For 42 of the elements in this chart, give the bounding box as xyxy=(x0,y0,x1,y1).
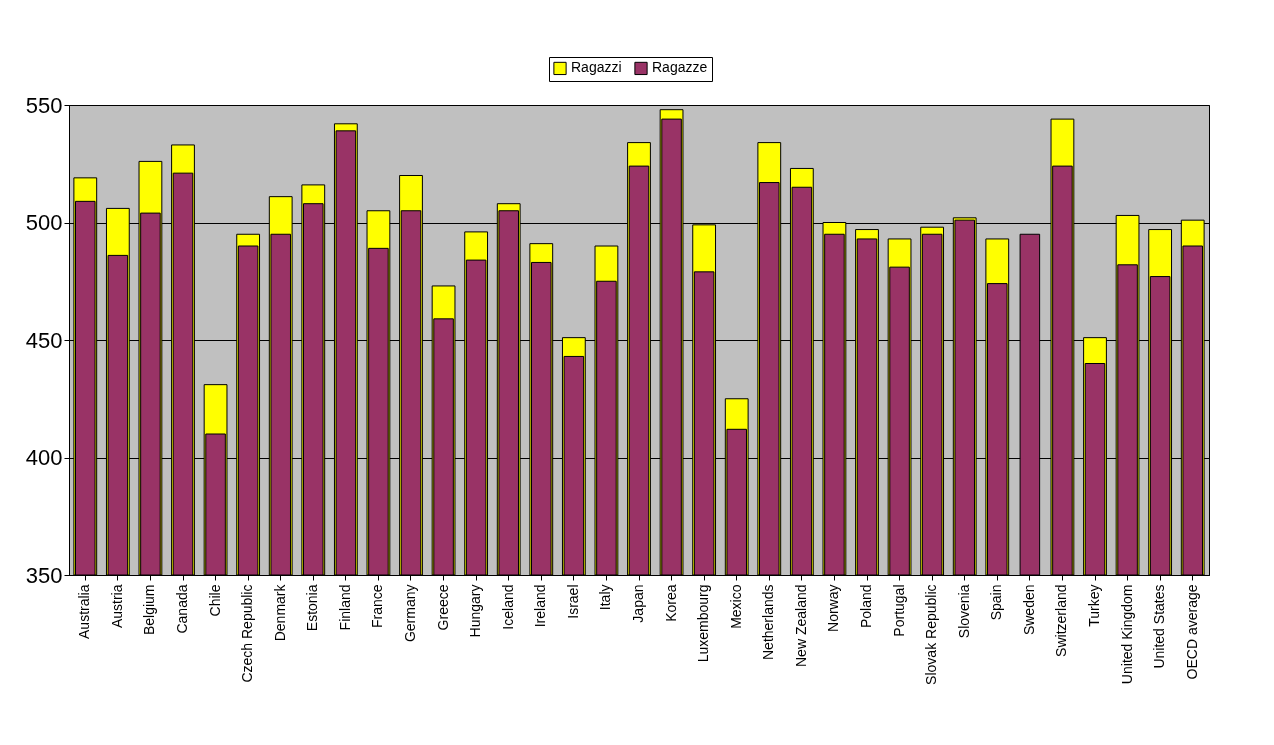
x-tick-label: Sweden xyxy=(1020,584,1037,636)
x-tick-label: Turkey xyxy=(1086,584,1102,627)
y-tick-label: 400 xyxy=(25,445,63,470)
x-tick-label: Netherlands xyxy=(760,584,777,660)
x-tick-label: Finland xyxy=(336,584,353,631)
x-tick-label: OECD average xyxy=(1183,584,1200,680)
x-tick-label: Luxembourg xyxy=(695,584,712,663)
x-tick-label: New Zealand xyxy=(792,584,809,667)
legend-label: Ragazze xyxy=(652,59,708,76)
y-tick-label: 450 xyxy=(25,327,63,353)
x-tick-label: Portugal xyxy=(890,584,907,637)
x-tick-label: Israel xyxy=(564,584,581,619)
x-tick-label: Canada xyxy=(174,584,190,634)
x-tick-label: Poland xyxy=(858,584,874,629)
x-tick-label: United States xyxy=(1151,584,1168,669)
x-tick-label: Slovenia xyxy=(955,584,972,639)
x-tick-label: Denmark xyxy=(271,583,288,642)
x-tick-label: Chile xyxy=(206,584,223,617)
x-tick-label: Iceland xyxy=(499,584,516,630)
x-tick-label: Estonia xyxy=(304,584,321,632)
x-tick-label: Hungary xyxy=(467,584,484,638)
legend-label: Ragazzi xyxy=(571,59,622,76)
x-tick-label: Korea xyxy=(662,584,679,622)
y-tick-label: 550 xyxy=(25,92,63,118)
x-tick-label: Japan xyxy=(630,584,646,623)
x-tick-label: Italy xyxy=(597,584,614,611)
x-tick-label: Switzerland xyxy=(1053,584,1070,657)
y-tick-label: 350 xyxy=(25,562,63,588)
x-tick-label: United Kingdom xyxy=(1118,584,1135,685)
y-tick-label: 500 xyxy=(25,210,63,235)
x-tick-label: Austria xyxy=(108,584,125,629)
x-tick-label: Germany xyxy=(402,584,418,643)
x-tick-label: Slovak Republic xyxy=(923,584,940,685)
x-tick-label: Belgium xyxy=(141,584,158,636)
x-tick-label: France xyxy=(369,584,386,629)
x-tick-label: Ireland xyxy=(532,584,549,628)
x-tick-label: Spain xyxy=(988,584,1005,621)
x-tick-label: Australia xyxy=(76,584,93,639)
x-tick-label: Greece xyxy=(434,584,451,631)
x-tick-label: Czech Republic xyxy=(239,584,256,683)
x-tick-label: Mexico xyxy=(727,584,744,629)
x-tick-label: Norway xyxy=(825,584,842,632)
